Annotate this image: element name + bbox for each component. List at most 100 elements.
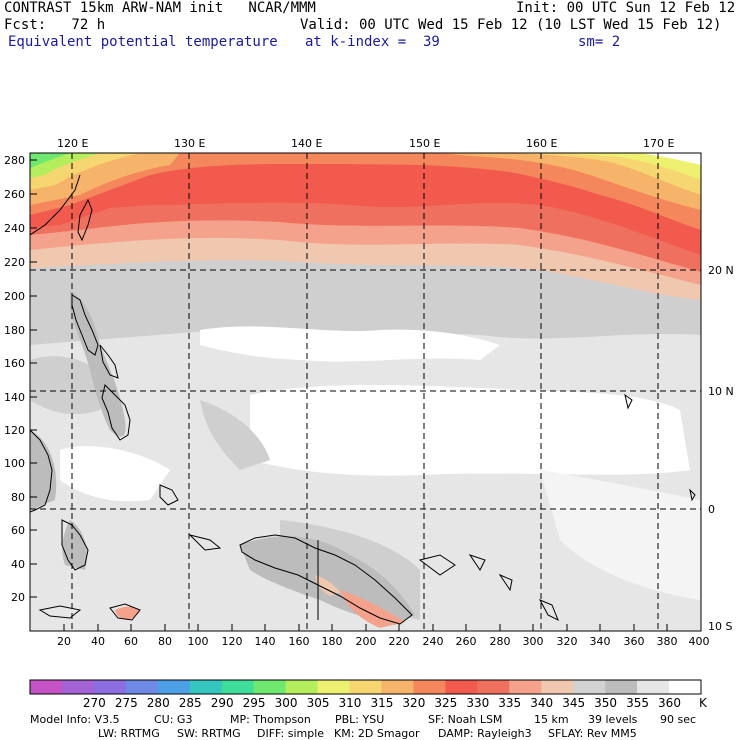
colorbar-swatch	[253, 680, 286, 694]
axis-ticks	[30, 159, 702, 631]
colorbar-level-label: 320	[402, 696, 426, 710]
x-tick-label: 260	[456, 635, 477, 648]
y-tick-label: 260	[4, 188, 25, 201]
y-grid-labels: 280 260 240 220 200 180 160 140 120 100 …	[4, 154, 25, 604]
y-tick-label: 180	[4, 324, 25, 337]
colorbar-swatch	[637, 680, 670, 694]
colorbar-level-label: 325	[434, 696, 458, 710]
footer-sw: SW: RRTMG	[177, 727, 241, 740]
x-tick-label: 280	[490, 635, 511, 648]
longitude-labels: 120 E 130 E 140 E 150 E 160 E 170 E	[57, 137, 674, 150]
lon-label: 120 E	[57, 137, 88, 150]
colorbar-level-label: 340	[530, 696, 554, 710]
footer-sflay: SFLAY: Rev MM5	[548, 727, 637, 740]
footer-pbl: PBL: YSU	[335, 713, 385, 726]
y-tick-label: 240	[4, 222, 25, 235]
x-tick-label: 360	[624, 635, 645, 648]
footer-km: KM: 2D Smagor	[334, 727, 420, 740]
x-tick-label: 60	[124, 635, 138, 648]
x-tick-label: 80	[158, 635, 172, 648]
x-tick-label: 400	[689, 635, 710, 648]
colorbar-swatch	[317, 680, 350, 694]
colorbar-level-label: 270	[82, 696, 106, 710]
y-tick-label: 140	[4, 391, 25, 404]
footer-model-info: Model Info: V3.5	[30, 713, 120, 726]
header-level: at k-index = 39	[305, 34, 440, 50]
header-smoothing: sm= 2	[578, 34, 621, 50]
colorbar-frame	[29, 679, 702, 695]
footer-diff: DIFF: simple	[257, 727, 325, 740]
y-tick-label: 120	[4, 424, 25, 437]
footer-mp: MP: Thompson	[230, 713, 311, 726]
footer-levels: 39 levels	[588, 713, 638, 726]
colorbar-swatch	[349, 680, 382, 694]
colorbar-level-label: 330	[466, 696, 490, 710]
colorbar-unit: K	[699, 696, 707, 710]
x-tick-label: 160	[289, 635, 310, 648]
colorbar-level-label: 355	[626, 696, 649, 710]
x-tick-label: 220	[389, 635, 410, 648]
header-field-name: Equivalent potential temperature	[8, 34, 278, 50]
x-tick-label: 340	[590, 635, 611, 648]
colorbar-swatch	[189, 680, 223, 694]
colorbar-level-label: 345	[562, 696, 586, 710]
coastlines	[30, 174, 696, 625]
footer-lw: LW: RRTMG	[98, 727, 160, 740]
colorbar-swatch	[381, 680, 414, 694]
colorbar-swatch	[477, 680, 510, 694]
lat-label: 10 S	[708, 620, 732, 633]
colorbar-level-label: 300	[274, 696, 298, 710]
colorbar-swatch	[93, 680, 127, 694]
footer-resolution: 15 km	[534, 713, 569, 726]
y-tick-label: 40	[11, 558, 25, 571]
colorbar-swatch	[605, 680, 638, 694]
colorbar-level-label: 275	[114, 696, 138, 710]
y-tick-label: 60	[11, 524, 25, 537]
y-tick-label: 200	[4, 290, 25, 303]
colorbar-swatch	[541, 680, 574, 694]
colorbar-level-label: 315	[370, 696, 394, 710]
x-tick-label: 100	[188, 635, 209, 648]
colorbar	[29, 679, 702, 695]
colorbar-level-label: 335	[498, 696, 522, 710]
colorbar-swatch	[669, 680, 702, 694]
y-tick-label: 280	[4, 154, 25, 167]
footer-damp: DAMP: Rayleigh3	[438, 727, 532, 740]
x-tick-label: 240	[423, 635, 444, 648]
footer-cu: CU: G3	[154, 713, 193, 726]
x-tick-label: 300	[523, 635, 544, 648]
x-tick-label: 120	[222, 635, 243, 648]
y-tick-label: 160	[4, 357, 25, 370]
colorbar-swatch	[509, 680, 542, 694]
lat-label: 0	[708, 503, 715, 516]
lon-label: 130 E	[174, 137, 205, 150]
colorbar-swatch	[61, 680, 95, 694]
colorbar-level-label: 350	[594, 696, 618, 710]
lon-label: 150 E	[409, 137, 440, 150]
colorbar-swatch	[125, 680, 159, 694]
footer-sf: SF: Noah LSM	[428, 713, 503, 726]
colorbar-swatch	[445, 680, 478, 694]
x-tick-label: 140	[255, 635, 276, 648]
latitude-labels: 20 N 10 N 0 10 S	[708, 264, 734, 633]
colorbar-level-label: 310	[338, 696, 362, 710]
colorbar-level-label: 295	[242, 696, 266, 710]
map-field	[30, 153, 701, 631]
header-valid-time: Valid: 00 UTC Wed 15 Feb 12 (10 LST Wed …	[300, 17, 722, 33]
footer-timestep: 90 sec	[660, 713, 697, 726]
x-tick-label: 180	[322, 635, 343, 648]
lat-label: 10 N	[708, 385, 734, 398]
lon-label: 160 E	[526, 137, 557, 150]
x-tick-label: 320	[557, 635, 578, 648]
colorbar-swatch	[30, 680, 63, 694]
colorbar-level-label: 290	[210, 696, 234, 710]
colorbar-level-label: 285	[178, 696, 202, 710]
y-tick-label: 100	[4, 457, 25, 470]
y-tick-label: 80	[11, 491, 25, 504]
y-tick-label: 20	[11, 591, 25, 604]
lon-label: 170 E	[643, 137, 674, 150]
header-title: CONTRAST 15km ARW-NAM init NCAR/MMM	[4, 0, 316, 16]
header-forecast-hour: Fcst: 72 h	[4, 17, 106, 33]
colorbar-level-label: 280	[146, 696, 170, 710]
x-grid-labels: 20 40 60 80 100 120 140 160 180 200 220 …	[57, 635, 710, 648]
